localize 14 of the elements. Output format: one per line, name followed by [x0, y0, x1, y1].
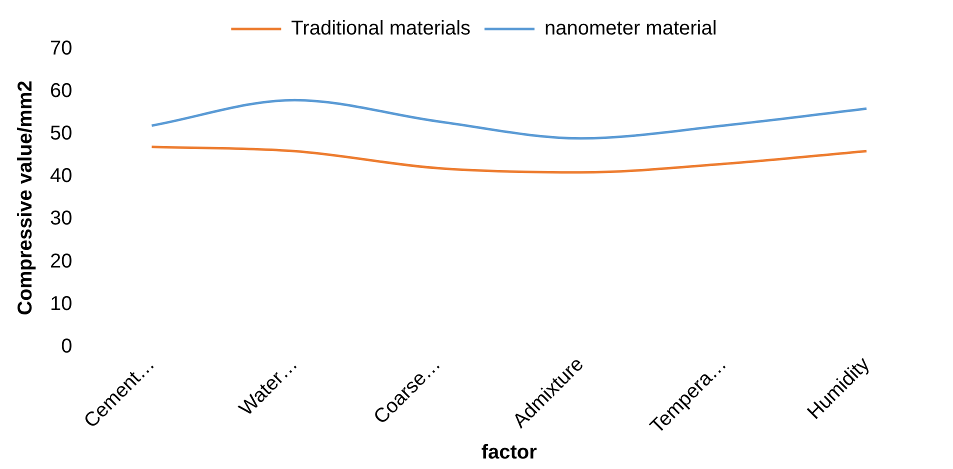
y-tick-label: 40 — [50, 165, 72, 188]
y-tick-label: 20 — [50, 250, 72, 272]
y-tick-label: 50 — [50, 122, 72, 145]
y-axis-title: Compressive value/mm2 — [14, 80, 37, 316]
y-tick-label: 30 — [50, 208, 72, 230]
y-tick-label: 0 — [61, 335, 72, 358]
legend-label: Traditional materials — [291, 18, 471, 40]
line-series — [150, 146, 868, 174]
y-tick-label: 60 — [50, 80, 72, 102]
legend-label: nanometer material — [544, 18, 717, 40]
line-series — [150, 98, 868, 140]
x-axis-title: factor — [481, 442, 538, 464]
y-tick-label: 10 — [50, 292, 72, 315]
y-tick-label: 70 — [50, 38, 72, 60]
